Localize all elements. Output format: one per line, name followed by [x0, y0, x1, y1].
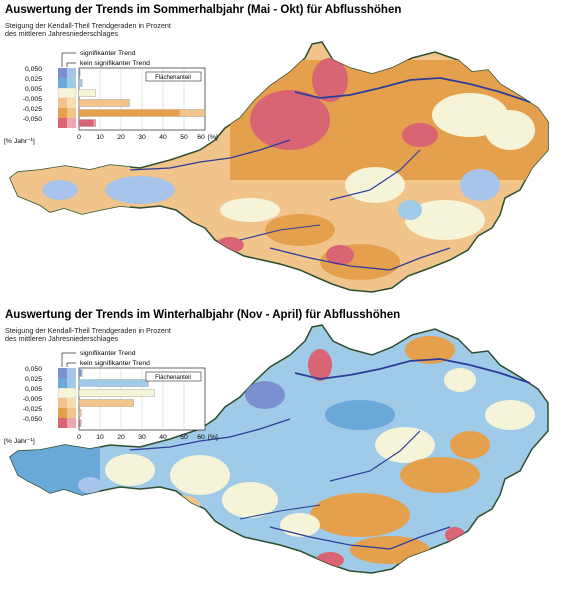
- x-tick-0: 0: [77, 434, 81, 441]
- x-tick-1: 10: [96, 434, 104, 441]
- area-bar-significant: [79, 419, 81, 427]
- y-tick-4: -0,025: [23, 106, 42, 113]
- area-label: Flächenanteil: [155, 75, 191, 81]
- x-tick-2: 20: [117, 134, 125, 141]
- legend-sig-label: signifikanter Trend: [80, 350, 136, 357]
- y-tick-5: -0,050: [23, 416, 42, 423]
- summer-subtitle-line2: des mittleren Jahresniederschlages: [5, 29, 119, 39]
- winter-legend: signifikanter Trend kein signifikanter T…: [4, 350, 218, 445]
- river-inn: [129, 139, 291, 171]
- austria-outline: [9, 324, 549, 574]
- summer-map: signifikanter Trend kein signifikanter T…: [4, 41, 549, 293]
- winter-subtitle-line1: Steigung der Kendall-Theil Trendgeraden …: [5, 326, 171, 335]
- winter-subtitle-line2: des mittleren Jahresniederschlages: [5, 334, 119, 344]
- y-tick-3: -0,005: [23, 396, 42, 403]
- winter-map: signifikanter Trend kein signifikanter T…: [4, 324, 549, 574]
- summer-legend: signifikanter Trend kein signifikanter T…: [4, 50, 218, 145]
- area-bar: [78, 99, 130, 107]
- river-mur: [269, 247, 451, 271]
- x-tick-5: 50: [180, 434, 188, 441]
- river-drau: [239, 224, 321, 241]
- summer-subtitle-line1: Steigung der Kendall-Theil Trendgeraden …: [5, 21, 171, 30]
- x-unit: [%]: [208, 134, 218, 141]
- winter-subtitle: Steigung der Kendall-Theil Trendgeraden …: [5, 326, 205, 344]
- x-tick-6: 60: [197, 134, 205, 141]
- y-tick-3: -0,005: [23, 96, 42, 103]
- y-tick-1: 0,025: [25, 76, 42, 83]
- area-bar-significant: [79, 69, 81, 77]
- legend-sig-label: signifikanter Trend: [80, 50, 136, 57]
- x-tick-6: 60: [197, 434, 205, 441]
- y-tick-0: 0,050: [25, 366, 42, 373]
- area-bar-significant: [79, 89, 82, 97]
- x-tick-3: 30: [138, 134, 146, 141]
- x-tick-1: 10: [96, 134, 104, 141]
- area-bar: [78, 389, 155, 397]
- y-unit: [% Jahr⁻¹]: [4, 138, 35, 145]
- winter-trend-areas: [10, 336, 535, 568]
- area-bar-significant: [79, 109, 180, 117]
- area-label: Flächenanteil: [155, 375, 191, 381]
- winter-bars: [78, 369, 155, 427]
- river-inn: [129, 418, 291, 451]
- river-mur: [269, 526, 451, 550]
- area-bar-significant: [79, 379, 96, 387]
- x-tick-5: 50: [180, 134, 188, 141]
- x-tick-4: 40: [159, 434, 167, 441]
- river-drau: [239, 504, 321, 520]
- area-bar: [78, 409, 82, 417]
- area-bar-significant: [79, 119, 94, 127]
- area-bar-significant: [79, 79, 81, 87]
- x-tick-3: 30: [138, 434, 146, 441]
- y-unit: [% Jahr⁻¹]: [4, 438, 35, 445]
- y-tick-1: 0,025: [25, 376, 42, 383]
- river-enns: [329, 149, 421, 201]
- winter-panel: signifikanter Trend kein signifikanter T…: [0, 305, 561, 605]
- summer-bars: [78, 69, 206, 127]
- river-danube: [294, 358, 531, 384]
- y-tick-2: 0,005: [25, 386, 42, 393]
- x-tick-4: 40: [159, 134, 167, 141]
- x-tick-0: 0: [77, 134, 81, 141]
- river-enns: [329, 430, 421, 482]
- winter-title: Auswertung der Trends im Winterhalbjahr …: [5, 309, 401, 321]
- area-bar: [78, 89, 96, 97]
- area-bar: [78, 399, 134, 407]
- summer-subtitle: Steigung der Kendall-Theil Trendgeraden …: [5, 21, 205, 39]
- area-bar-significant: [79, 369, 82, 377]
- summer-panel: signifikanter Trend kein signifikanter T…: [0, 0, 561, 300]
- y-tick-5: -0,050: [23, 116, 42, 123]
- y-tick-2: 0,005: [25, 86, 42, 93]
- summer-title: Auswertung der Trends im Sommerhalbjahr …: [5, 4, 402, 16]
- y-tick-4: -0,025: [23, 406, 42, 413]
- legend-nonsig-label: kein signifikanter Trend: [80, 60, 150, 67]
- x-unit: [%]: [208, 434, 218, 441]
- y-tick-0: 0,050: [25, 66, 42, 73]
- x-tick-2: 20: [117, 434, 125, 441]
- legend-nonsig-label: kein signifikanter Trend: [80, 360, 150, 367]
- river-danube: [294, 77, 531, 103]
